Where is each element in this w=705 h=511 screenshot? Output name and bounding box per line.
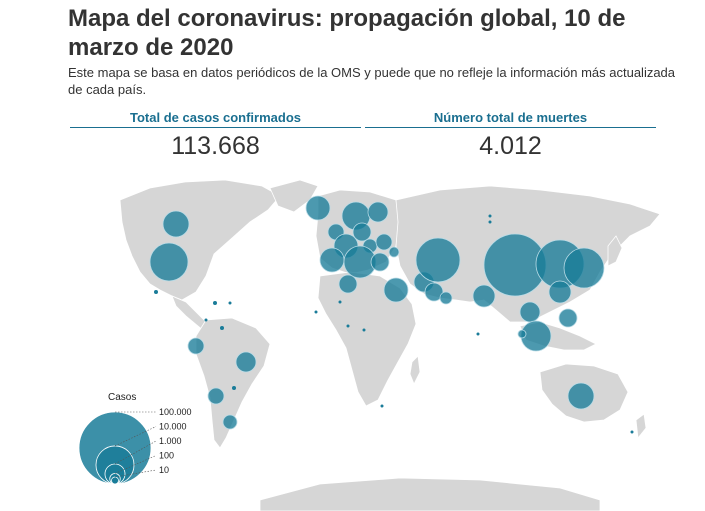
country-bubble [314, 310, 318, 314]
country-bubble [338, 300, 342, 304]
country-bubble [370, 252, 390, 272]
country-bubble [415, 237, 461, 283]
country-bubble [154, 290, 158, 294]
country-bubble [346, 324, 350, 328]
country-bubble [222, 414, 238, 430]
country-bubble [232, 386, 236, 390]
bubble-layer [149, 195, 634, 434]
legend-label: 1.000 [159, 436, 182, 446]
country-bubble [558, 308, 578, 328]
confirmed-cases-stat: Total de casos confirmados 113.668 [68, 110, 363, 161]
country-bubble [476, 332, 480, 336]
country-bubble [319, 247, 345, 273]
legend-title: Casos [108, 392, 136, 403]
country-bubble [472, 284, 496, 308]
country-bubble [375, 233, 393, 251]
country-bubble [162, 210, 190, 238]
country-bubble [517, 329, 527, 339]
country-bubble [567, 382, 595, 410]
country-bubble [439, 291, 453, 305]
country-bubble [424, 282, 444, 302]
deaths-label: Número total de muertes [365, 110, 656, 128]
legend-label: 10.000 [159, 422, 187, 432]
country-bubble [207, 387, 225, 405]
country-bubble [488, 214, 492, 218]
country-bubble [380, 404, 384, 408]
country-bubble [519, 301, 541, 323]
land-layer [119, 179, 661, 511]
country-bubble [488, 220, 492, 224]
land-madagascar [409, 355, 421, 385]
confirmed-cases-value: 113.668 [171, 132, 260, 160]
land-antarctica [259, 477, 601, 511]
legend-circle [111, 476, 119, 485]
country-bubble [563, 247, 605, 289]
country-bubble [187, 337, 205, 355]
legend-leader-line [114, 455, 157, 474]
country-bubble [204, 318, 208, 322]
country-bubble [149, 242, 189, 282]
country-bubble [228, 301, 232, 305]
country-bubble [235, 351, 257, 373]
page-title: Mapa del coronavirus: propagación global… [68, 5, 626, 61]
land-south-america [195, 317, 271, 449]
land-japan [607, 235, 623, 267]
country-bubble [213, 301, 217, 305]
country-bubble [630, 430, 634, 434]
map-legend: Casos 100.000 10.000 1.000 100 10 [78, 392, 192, 485]
country-bubble [548, 280, 572, 304]
country-bubble [367, 201, 389, 223]
country-bubble [383, 277, 409, 303]
country-bubble [362, 328, 366, 332]
country-bubble [338, 274, 358, 294]
page-subtitle: Este mapa se basa en datos periódicos de… [68, 65, 676, 97]
legend-leader-line [114, 440, 157, 465]
confirmed-cases-label: Total de casos confirmados [70, 110, 361, 128]
country-bubble [220, 326, 224, 330]
legend-label: 10 [159, 465, 169, 475]
country-bubble [305, 195, 331, 221]
legend-leader-line [114, 469, 157, 478]
deaths-value: 4.012 [479, 132, 542, 160]
country-bubble [352, 222, 372, 242]
land-north-america [119, 179, 281, 301]
land-new-zealand [635, 413, 647, 440]
legend-circles: 100.000 10.000 1.000 100 10 [78, 407, 192, 485]
legend-label: 100 [159, 451, 174, 461]
legend-label: 100.000 [159, 407, 192, 417]
deaths-stat: Número total de muertes 4.012 [363, 110, 658, 161]
country-bubble [388, 246, 400, 258]
